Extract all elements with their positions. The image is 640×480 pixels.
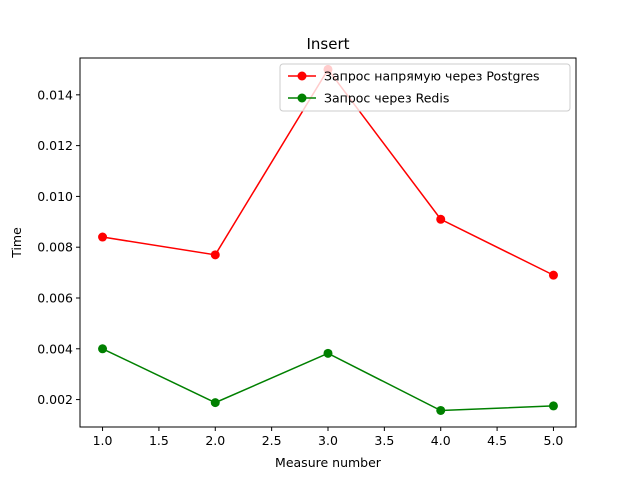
x-axis: 1.0 1.5 2.0 2.5 3.0 3.5 4.0 4.5 5.0 bbox=[93, 427, 564, 448]
data-point bbox=[98, 344, 108, 354]
x-tick-label: 1.0 bbox=[93, 433, 113, 448]
x-tick-label: 4.5 bbox=[487, 433, 507, 448]
y-tick-label: 0.002 bbox=[37, 392, 73, 407]
y-axis: 0.002 0.004 0.006 0.008 0.010 0.012 0.014 bbox=[37, 87, 80, 407]
y-tick-label: 0.008 bbox=[37, 240, 73, 255]
plot-frame bbox=[79, 57, 577, 428]
y-tick-label: 0.010 bbox=[37, 189, 73, 204]
data-point bbox=[436, 214, 446, 224]
x-tick-label: 2.0 bbox=[205, 433, 225, 448]
legend-label: Запрос через Redis bbox=[324, 91, 449, 106]
legend-marker bbox=[297, 71, 307, 81]
y-tick-label: 0.004 bbox=[37, 341, 73, 356]
data-point bbox=[323, 348, 333, 358]
data-point bbox=[98, 232, 108, 242]
legend-label: Запрос напрямую через Postgres bbox=[324, 69, 540, 84]
chart-title: Insert bbox=[306, 35, 349, 53]
x-tick-label: 1.5 bbox=[149, 433, 169, 448]
x-axis-label: Measure number bbox=[275, 455, 382, 470]
data-point bbox=[548, 401, 558, 411]
y-tick-label: 0.014 bbox=[37, 87, 73, 102]
data-point bbox=[548, 270, 558, 280]
legend-box bbox=[279, 63, 571, 112]
data-point bbox=[210, 398, 220, 408]
x-tick-label: 3.0 bbox=[318, 433, 338, 448]
legend-marker bbox=[297, 93, 307, 103]
x-tick-label: 5.0 bbox=[544, 433, 564, 448]
x-tick-label: 2.5 bbox=[262, 433, 282, 448]
y-axis-label: Time bbox=[9, 227, 24, 259]
y-tick-label: 0.012 bbox=[37, 138, 73, 153]
legend: Запрос напрямую через Postgres Запрос чер… bbox=[279, 63, 571, 112]
x-tick-label: 4.0 bbox=[431, 433, 451, 448]
data-point bbox=[210, 250, 220, 260]
y-tick-label: 0.006 bbox=[37, 290, 73, 305]
x-tick-label: 3.5 bbox=[374, 433, 394, 448]
data-point bbox=[436, 405, 446, 415]
